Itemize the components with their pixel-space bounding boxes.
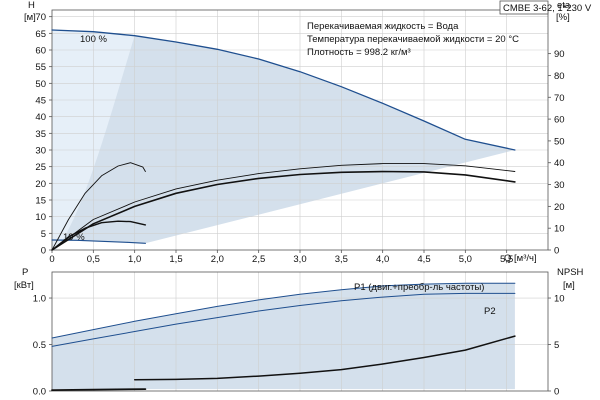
npsh-y-label-right-1: NPSH xyxy=(557,267,584,278)
qh-series-line-5 xyxy=(51,220,147,251)
qh-series-line-3 xyxy=(51,163,516,251)
qh-x-tick-label: 5,0 xyxy=(459,254,472,265)
title-text: CMBE 3-62, 1*230 V xyxy=(503,3,592,14)
qh-series-line-2 xyxy=(51,170,516,251)
qh-x-tick-label: 2,5 xyxy=(252,254,265,265)
qh-tick-labels: 0 5 10 15 20 25 30 35 40 45 50 55 60 65 70 0 10 20 30 40 50 6… xyxy=(35,12,564,265)
qh-y-tick-label: 60 xyxy=(35,46,46,57)
pw-y-tick-label: 0.0 xyxy=(33,387,46,398)
pw-y-tick-label: 1.0 xyxy=(33,294,46,305)
qh-series-line-4 xyxy=(51,162,146,251)
qh-y2-tick-label: 80 xyxy=(554,71,565,82)
qh-y2-tick-label: 30 xyxy=(554,180,565,191)
power-curves xyxy=(51,282,516,391)
title-box xyxy=(499,0,549,15)
qh-x-tick-label: 4,5 xyxy=(417,254,430,265)
qh-series-line-0 xyxy=(51,29,516,151)
qh-x-tick-label: 0,5 xyxy=(87,254,100,265)
qh-curves xyxy=(51,29,516,251)
info-line-density: Плотность = 998.2 кг/м³ xyxy=(307,47,411,58)
info-line-temperature: Температура перекачиваемой жидкости = 20… xyxy=(307,34,519,45)
qh-y2-tick-label: 50 xyxy=(554,136,565,147)
qh-y2-tick-label: 10 xyxy=(554,224,565,235)
npsh-y-label-right-2: [м] xyxy=(563,280,575,291)
p2-curve-label: P2 xyxy=(484,306,496,317)
qh-y2-tick-label: 0 xyxy=(554,246,559,257)
qh-y-tick-label: 10 xyxy=(35,212,46,223)
power-y-label-left-2: [кВт] xyxy=(14,280,34,291)
info-line-fluid: Перекачиваемая жидкость = Вода xyxy=(307,21,459,32)
qh-x-tick-label: 3,5 xyxy=(335,254,348,265)
qh-y2-tick-label: 40 xyxy=(554,158,565,169)
qh-y-tick-label: 45 xyxy=(35,96,46,107)
pw-y2-tick-label: 0 xyxy=(554,387,559,398)
qh-panel: 0 5 10 15 20 25 30 35 40 45 50 55 60 65 70 0 10 20 30 40 50 6… xyxy=(24,0,592,265)
qh-y2-tick-label: 70 xyxy=(554,93,565,104)
pw-series-line-2 xyxy=(133,335,516,381)
qh-x-label: Q [м³/ч] xyxy=(504,253,537,264)
speed-label-19: 19 % xyxy=(63,232,85,243)
qh-y-tick-label: 55 xyxy=(35,62,46,73)
qh-x-tick-label: 1,5 xyxy=(169,254,182,265)
pw-y-tick-label: 0.5 xyxy=(33,340,46,351)
qh-y-tick-label: 0 xyxy=(41,246,46,257)
qh-y2-tick-label: 90 xyxy=(554,49,565,60)
power-gridlines xyxy=(52,272,548,391)
qh-gridlines xyxy=(52,10,548,250)
qh-x-tick-label: 0 xyxy=(49,254,54,265)
qh-y2-tick-label: 60 xyxy=(554,115,565,126)
pw-series-line-0 xyxy=(51,282,516,339)
qh-y-tick-label: 25 xyxy=(35,162,46,173)
qh-y-label-left-1: H xyxy=(28,0,35,11)
qh-x-tick-label: 4,0 xyxy=(376,254,389,265)
qh-x-tick-label: 1,0 xyxy=(128,254,141,265)
pw-y2-tick-label: 10 xyxy=(554,294,565,305)
speed-label-100: 100 % xyxy=(80,34,107,45)
qh-y-tick-label: 65 xyxy=(35,29,46,40)
power-panel: 0.0 0.5 1.0 0 5 10 P [кВт] NPSH [м] P1 (двиг.… xyxy=(14,267,584,398)
power-plot-frame xyxy=(51,271,549,392)
power-y-label-left-1: P xyxy=(22,267,28,278)
qh-y-tick-label: 5 xyxy=(41,229,46,240)
qh-x-tick-label: 3,0 xyxy=(293,254,306,265)
pw-series-line-1 xyxy=(51,292,516,347)
qh-y-tick-label: 30 xyxy=(35,146,46,157)
qh-y2-tick-label: 20 xyxy=(554,202,565,213)
qh-y-tick-label: 20 xyxy=(35,179,46,190)
pw-series-line-3 xyxy=(51,388,147,391)
qh-x-tick-label: 2,0 xyxy=(211,254,224,265)
power-tick-labels: 0.0 0.5 1.0 0 5 10 xyxy=(33,294,565,398)
qh-y-label-left-2: [м] xyxy=(24,12,36,23)
qh-x-tick-label: 5,5 xyxy=(500,254,513,265)
qh-y-tick-label: 50 xyxy=(35,79,46,90)
power-operating-range xyxy=(52,283,515,390)
qh-y-tick-label: 40 xyxy=(35,112,46,123)
qh-y-tick-label: 70 xyxy=(35,12,46,23)
qh-y-label-right-2: [%] xyxy=(556,12,570,23)
p1-curve-label: P1 (двиг.+преобр-ль частоты) xyxy=(354,282,484,293)
qh-y-tick-label: 15 xyxy=(35,196,46,207)
qh-y-tick-label: 35 xyxy=(35,129,46,140)
pw-y2-tick-label: 5 xyxy=(554,340,559,351)
qh-y-label-right-1: eta xyxy=(557,0,571,11)
